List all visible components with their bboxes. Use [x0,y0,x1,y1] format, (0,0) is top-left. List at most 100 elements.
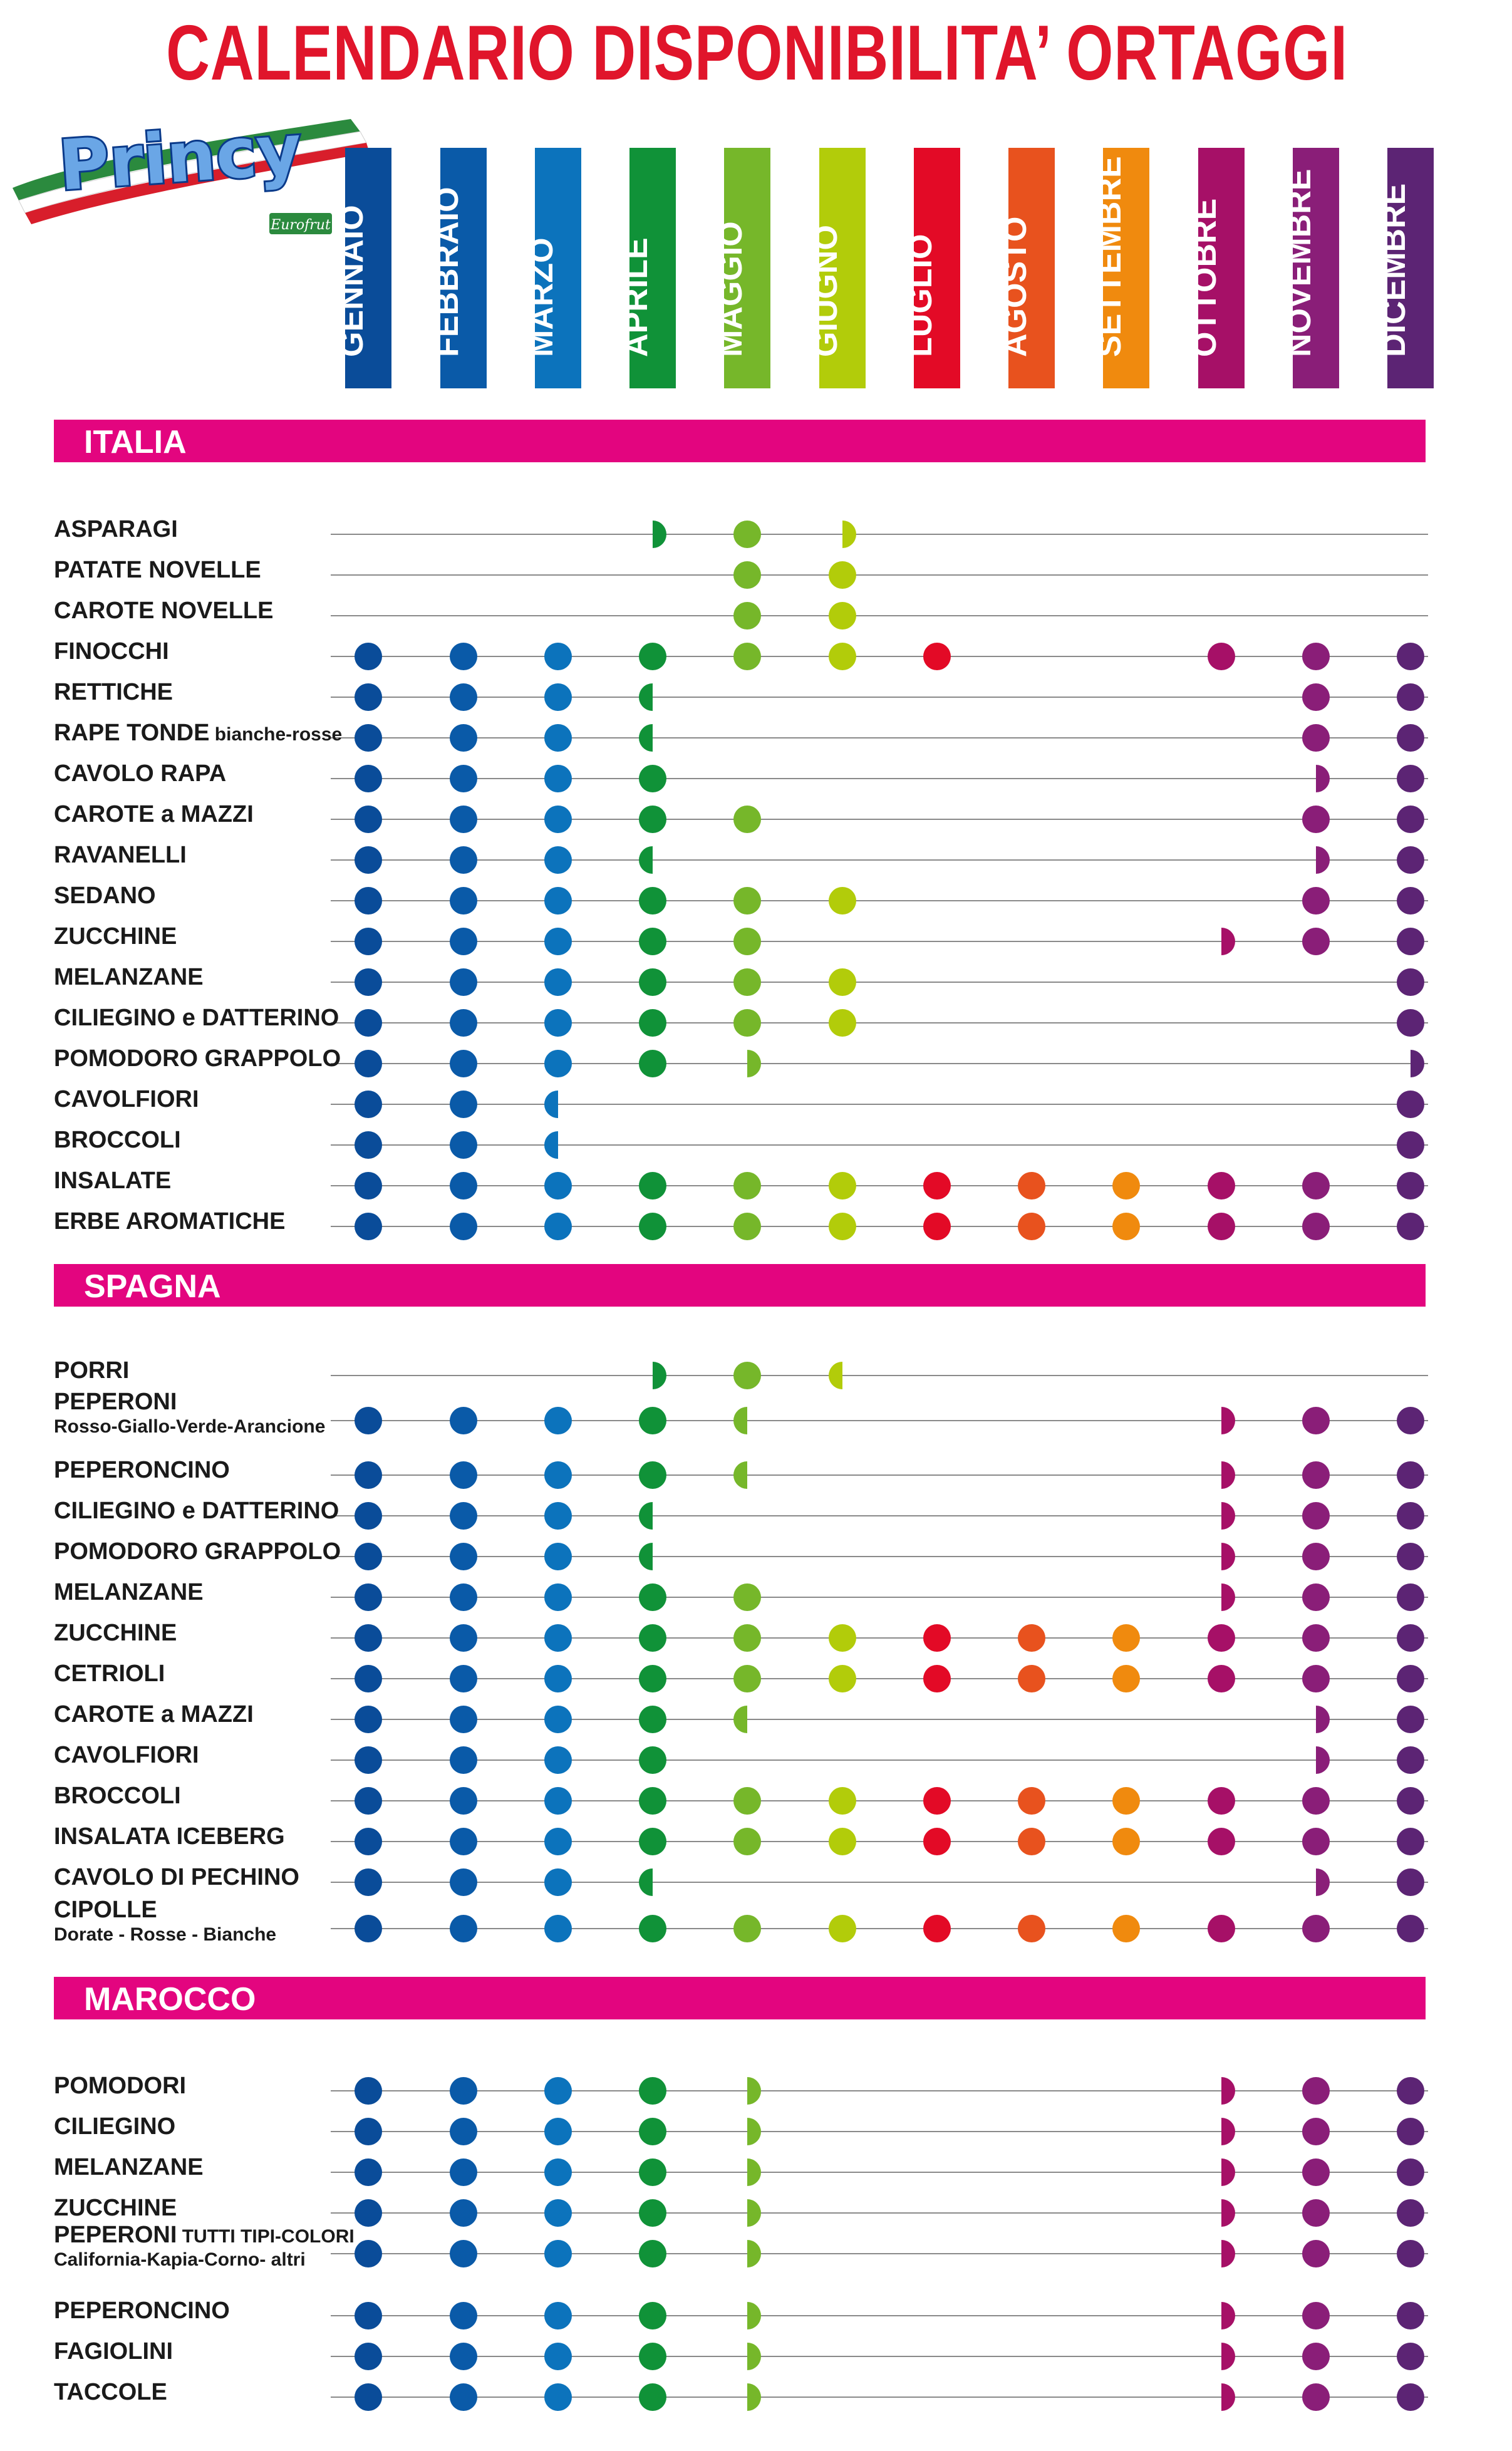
availability-dot [1397,1868,1424,1896]
section-bar-spagna: SPAGNA [54,1264,1426,1307]
availability-dot [450,806,477,833]
row-label-text: POMODORI [54,2073,187,2099]
row-label-cavolo-di-pechino: CAVOLO DI PECHINO [54,1865,299,1889]
month-bar-settembre: SETTEMBRE [1092,148,1149,388]
availability-half-dot [1221,928,1235,955]
availability-dot [355,1665,382,1692]
availability-half-dot [747,2077,761,2105]
availability-dot [1397,1915,1424,1942]
availability-dot [829,643,856,670]
availability-half-dot [1221,1502,1235,1530]
row-label-text: ERBE AROMATICHE [54,1208,286,1235]
availability-dot [733,561,761,589]
availability-dot [1112,1828,1140,1855]
row-label-carote-a-mazzi: CAROTE a MAZZI [54,802,254,826]
availability-dot [544,2383,572,2411]
availability-dot [1302,887,1330,915]
availability-dot [450,1746,477,1774]
availability-dot [544,846,572,874]
row-label-text: CAVOLO RAPA [54,760,227,787]
row-label-text: PEPERONI [54,1389,177,1415]
availability-dot [1112,1624,1140,1652]
availability-half-dot [544,1131,558,1159]
row-label-rettiche: RETTICHE [54,680,173,704]
availability-dot [733,1828,761,1855]
section-title: ITALIA [84,424,187,460]
row-line [331,1882,1428,1883]
availability-dot [544,2302,572,2329]
availability-dot [1397,968,1424,996]
availability-dot [1302,2240,1330,2267]
availability-dot [733,643,761,670]
availability-dot [450,765,477,792]
row-label-text: PORRI [54,1357,130,1384]
availability-dot [1397,887,1424,915]
availability-dot [1397,683,1424,711]
row-line [331,941,1428,942]
availability-dot [544,643,572,670]
row-line [331,859,1428,861]
availability-dot [1018,1828,1045,1855]
row-line [331,1144,1428,1146]
row-label-text: ZUCCHINE [54,2195,177,2221]
month-bar-aprile: APRILE [618,148,676,388]
availability-dot [639,1583,666,1611]
availability-dot [450,1543,477,1570]
availability-half-dot [747,2302,761,2329]
availability-dot [733,1009,761,1037]
availability-half-dot [747,2158,761,2186]
availability-dot [544,1461,572,1489]
availability-dot [1397,1172,1424,1200]
availability-half-dot [842,521,856,548]
availability-dot [639,765,666,792]
availability-dot [1018,1787,1045,1815]
availability-dot [1302,928,1330,955]
availability-dot [1018,1624,1045,1652]
availability-dot [1208,1828,1235,1855]
row-label-text: FAGIOLINI [54,2338,173,2365]
row-line [331,574,1428,576]
availability-dot [450,846,477,874]
availability-dot [639,2077,666,2105]
row-label-text: CAVOLO DI PECHINO [54,1864,299,1890]
availability-dot [829,968,856,996]
availability-half-dot [747,2240,761,2267]
row-line [331,2315,1428,2316]
availability-dot [829,1213,856,1240]
availability-dot [1302,1502,1330,1530]
availability-dot [1302,2302,1330,2329]
availability-half-dot [1316,1868,1330,1896]
row-label-note: TUTTI TIPI-COLORI [177,2226,355,2247]
availability-dot [923,1828,951,1855]
row-label-text: CETRIOLI [54,1661,165,1687]
availability-dot [1208,1665,1235,1692]
availability-half-dot [829,1362,842,1389]
availability-dot [544,1787,572,1815]
availability-dot [1302,1915,1330,1942]
row-label-text: BROCCOLI [54,1127,181,1153]
row-label-carote-a-mazzi: CAROTE a MAZZI [54,1702,254,1726]
availability-dot [355,1706,382,1733]
availability-half-dot [747,2199,761,2227]
month-label: SETTEMBRE [1092,156,1128,357]
row-line [331,656,1428,657]
row-label-peperoncino: PEPERONCINO [54,1458,230,1482]
availability-dot [639,887,666,915]
availability-half-dot [1316,1706,1330,1733]
availability-dot [1112,1787,1140,1815]
availability-dot [355,1787,382,1815]
availability-dot [1208,1915,1235,1942]
month-label: NOVEMBRE [1282,168,1318,357]
availability-half-dot [1221,1461,1235,1489]
availability-dot [355,1131,382,1159]
availability-dot [450,1915,477,1942]
availability-dot [355,846,382,874]
row-label-carote-novelle: CAROTE NOVELLE [54,599,273,623]
availability-dot [450,2118,477,2145]
row-label-porri: PORRI [54,1359,129,1382]
availability-dot [450,1172,477,1200]
month-bar-febbraio: FEBBRAIO [429,148,487,388]
availability-half-dot [733,1461,747,1489]
month-bar-novembre: NOVEMBRE [1282,148,1339,388]
availability-dot [1302,1213,1330,1240]
